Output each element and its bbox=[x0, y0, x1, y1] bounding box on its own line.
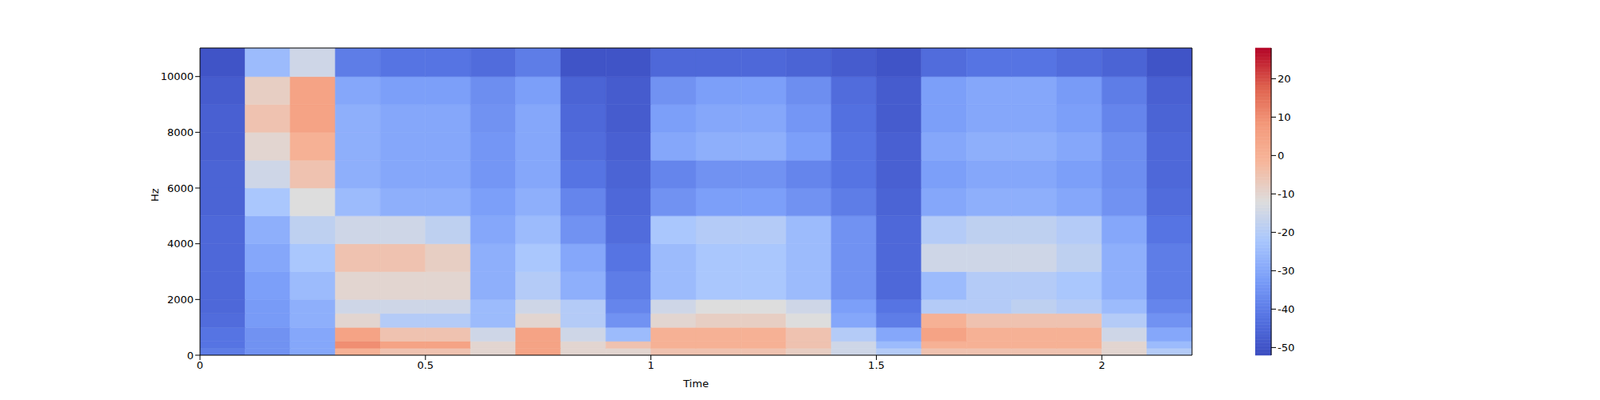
svg-text:4000: 4000 bbox=[167, 237, 194, 250]
svg-text:-40: -40 bbox=[1277, 303, 1295, 316]
svg-text:2: 2 bbox=[1098, 359, 1105, 372]
svg-text:-30: -30 bbox=[1277, 264, 1295, 277]
svg-text:0.5: 0.5 bbox=[416, 359, 434, 372]
svg-text:Hz: Hz bbox=[148, 188, 161, 202]
svg-text:10: 10 bbox=[1277, 111, 1292, 124]
svg-text:2000: 2000 bbox=[167, 293, 194, 306]
svg-text:10000: 10000 bbox=[160, 70, 194, 83]
svg-text:-20: -20 bbox=[1277, 226, 1295, 239]
svg-text:20: 20 bbox=[1277, 72, 1292, 85]
svg-text:8000: 8000 bbox=[167, 126, 194, 139]
svg-text:1.5: 1.5 bbox=[868, 359, 885, 372]
svg-text:Time: Time bbox=[682, 377, 709, 390]
svg-text:0: 0 bbox=[196, 359, 204, 372]
svg-text:-50: -50 bbox=[1277, 341, 1295, 354]
svg-text:0: 0 bbox=[187, 349, 194, 362]
svg-text:6000: 6000 bbox=[167, 182, 194, 195]
svg-text:0: 0 bbox=[1277, 149, 1284, 162]
svg-text:-10: -10 bbox=[1277, 188, 1295, 200]
svg-text:1: 1 bbox=[647, 359, 654, 372]
